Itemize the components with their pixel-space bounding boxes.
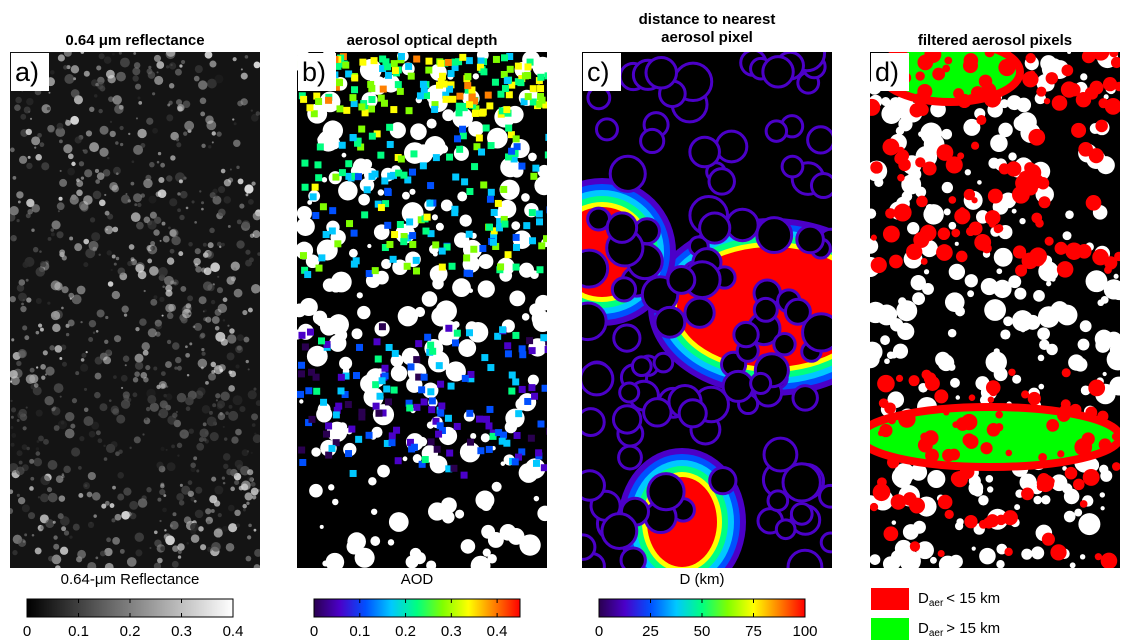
letter-box [583,53,621,91]
panel-image [297,52,547,568]
legend-subscript: aer [929,628,944,639]
panel-letter: c) [587,57,610,87]
letter-box [871,53,909,91]
colorbar-tick-label: 0.2 [120,623,141,640]
colorbar-tick-label: 0.3 [171,623,192,640]
colorbar-tick-label: 0 [595,623,603,640]
legend-text: < 15 km [946,590,1000,607]
legend-swatch [871,588,909,610]
legend-symbol: D [918,620,929,637]
colorbar-tick-label: 0.4 [223,623,244,640]
panel-letter: b) [302,57,326,87]
colorbar-tick-label: 75 [745,623,762,640]
legend-symbol: D [918,590,929,607]
panel-letter: d) [875,57,899,87]
colorbar-tick-label: 0.3 [441,623,462,640]
legend-swatch [871,618,909,640]
legend-label: Daer < 15 km [918,590,1000,609]
colorbar-tick-label: 50 [694,623,711,640]
panel-image [870,52,1120,568]
panel-image [10,52,260,568]
panel-title: 0.64 μm reflectance [65,32,204,49]
colorbar-label: D (km) [680,571,725,588]
legend-label: Daer > 15 km [918,620,1000,639]
colorbar-tick-label: 0 [310,623,318,640]
panel-image [582,52,832,568]
colorbar-tick-label: 0 [23,623,31,640]
letter-box [11,53,49,91]
panel-title: aerosol optical depth [347,32,498,49]
colorbar-tick-label: 0.1 [349,623,370,640]
panel-title: aerosol pixel [661,29,753,46]
legend-subscript: aer [929,598,944,609]
panel-title: filtered aerosol pixels [918,32,1072,49]
panel-letter: a) [15,57,39,87]
colorbar-tick-label: 25 [642,623,659,640]
letter-box [298,53,336,91]
panel-title: distance to nearest [639,11,776,28]
colorbar-tick-label: 0.2 [395,623,416,640]
colorbar-tick-label: 0.1 [68,623,89,640]
colorbar-tick-label: 0.4 [487,623,508,640]
colorbar-tick-label: 100 [792,623,817,640]
colorbar-label: 0.64-μm Reflectance [61,571,200,588]
colorbar [313,598,521,618]
legend-text: > 15 km [946,620,1000,637]
colorbar-label: AOD [401,571,434,588]
